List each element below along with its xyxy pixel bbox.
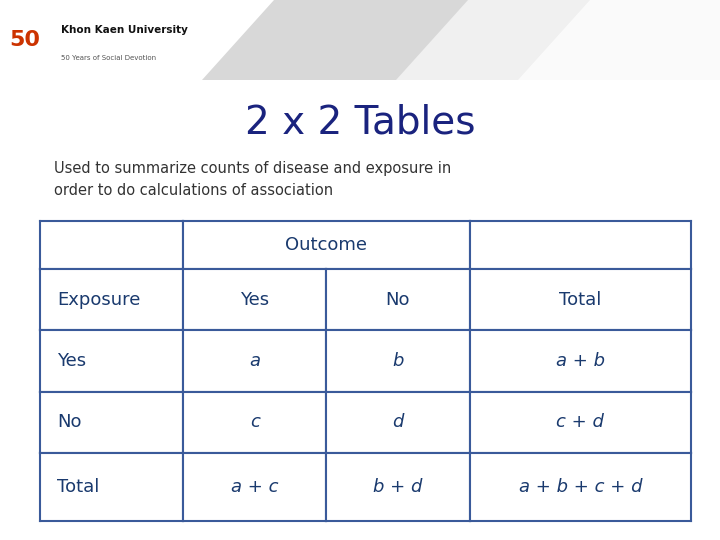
Text: Total: Total bbox=[559, 291, 602, 309]
Text: 50 Years of Social Devotion: 50 Years of Social Devotion bbox=[61, 55, 156, 60]
Text: 50: 50 bbox=[9, 30, 40, 50]
Text: Exposure: Exposure bbox=[57, 291, 140, 309]
Text: a + b: a + b bbox=[556, 352, 605, 370]
Text: Total: Total bbox=[57, 478, 99, 496]
Text: b + d: b + d bbox=[373, 478, 423, 496]
Text: No: No bbox=[57, 413, 81, 431]
Polygon shape bbox=[396, 0, 720, 80]
Text: a + b + c + d: a + b + c + d bbox=[518, 478, 642, 496]
Text: d: d bbox=[392, 413, 404, 431]
Text: b: b bbox=[392, 352, 404, 370]
Text: Used to summarize counts of disease and exposure in
order to do calculations of : Used to summarize counts of disease and … bbox=[54, 160, 451, 198]
Text: Khon Kaen University: Khon Kaen University bbox=[61, 25, 188, 35]
Text: Yes: Yes bbox=[57, 352, 86, 370]
Text: a: a bbox=[249, 352, 260, 370]
Text: Outcome: Outcome bbox=[285, 236, 367, 254]
Text: 2 x 2 Tables: 2 x 2 Tables bbox=[245, 104, 475, 142]
Text: c + d: c + d bbox=[557, 413, 604, 431]
Text: Yes: Yes bbox=[240, 291, 269, 309]
Polygon shape bbox=[202, 0, 720, 80]
Polygon shape bbox=[518, 0, 720, 80]
Text: No: No bbox=[386, 291, 410, 309]
Text: a + c: a + c bbox=[231, 478, 279, 496]
Text: c: c bbox=[250, 413, 260, 431]
